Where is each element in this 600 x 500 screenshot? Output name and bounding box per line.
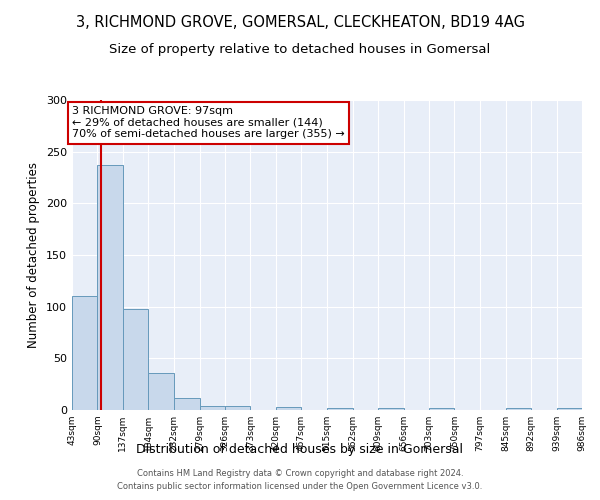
Text: 3, RICHMOND GROVE, GOMERSAL, CLECKHEATON, BD19 4AG: 3, RICHMOND GROVE, GOMERSAL, CLECKHEATON… xyxy=(76,15,524,30)
Text: Size of property relative to detached houses in Gomersal: Size of property relative to detached ho… xyxy=(109,42,491,56)
Text: Contains HM Land Registry data © Crown copyright and database right 2024.: Contains HM Land Registry data © Crown c… xyxy=(137,468,463,477)
Bar xyxy=(148,373,174,410)
Bar xyxy=(174,398,200,410)
Bar xyxy=(97,165,123,410)
Bar xyxy=(123,308,148,410)
Bar xyxy=(506,408,531,410)
Text: Distribution of detached houses by size in Gomersal: Distribution of detached houses by size … xyxy=(137,442,464,456)
Bar xyxy=(429,408,454,410)
Y-axis label: Number of detached properties: Number of detached properties xyxy=(28,162,40,348)
Bar xyxy=(72,296,97,410)
Text: 3 RICHMOND GROVE: 97sqm
← 29% of detached houses are smaller (144)
70% of semi-d: 3 RICHMOND GROVE: 97sqm ← 29% of detache… xyxy=(72,106,345,140)
Bar xyxy=(276,407,301,410)
Bar xyxy=(557,408,582,410)
Bar xyxy=(378,408,404,410)
Text: Contains public sector information licensed under the Open Government Licence v3: Contains public sector information licen… xyxy=(118,482,482,491)
Bar xyxy=(225,406,250,410)
Bar xyxy=(327,408,353,410)
Bar xyxy=(200,406,225,410)
